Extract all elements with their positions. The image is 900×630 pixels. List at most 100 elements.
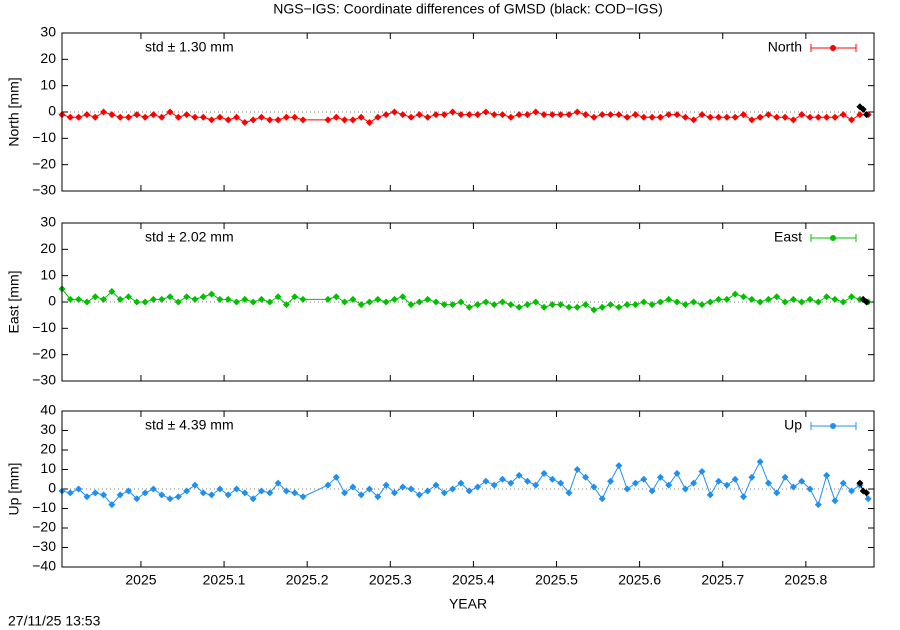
x-tick-label: 2025.1 (203, 572, 246, 588)
data-point (366, 119, 374, 127)
data-point (848, 116, 856, 124)
data-point (224, 491, 232, 499)
data-point (415, 491, 423, 499)
data-point (756, 298, 764, 306)
data-point (124, 487, 132, 495)
data-point (565, 303, 573, 311)
chart-title: NGS−IGS: Coordinate differences of GMSD … (273, 1, 663, 17)
data-point (407, 485, 415, 493)
data-point (449, 108, 457, 116)
data-point (814, 113, 822, 121)
data-point (856, 111, 864, 119)
data-point (449, 485, 457, 493)
data-point (573, 303, 581, 311)
data-point (573, 466, 581, 473)
data-point (199, 113, 207, 121)
data-point (640, 298, 648, 306)
y-tick-label: 20 (40, 240, 56, 256)
data-point (216, 295, 224, 303)
data-point (282, 113, 290, 121)
data-point (208, 116, 216, 124)
data-point (731, 290, 739, 298)
data-point (233, 298, 241, 306)
data-point (806, 295, 814, 303)
data-point (482, 108, 490, 116)
data-point (615, 111, 623, 119)
y-tick-label: −20 (32, 345, 56, 361)
data-point (216, 113, 224, 121)
data-point (590, 306, 598, 314)
data-point (698, 111, 706, 119)
data-point (582, 473, 590, 481)
data-point (149, 485, 157, 493)
data-point (673, 111, 681, 119)
data-point (548, 301, 556, 309)
data-point (274, 116, 282, 124)
data-point (681, 485, 689, 493)
data-point (715, 113, 723, 121)
data-point (740, 493, 748, 501)
data-point (349, 483, 357, 491)
data-point (75, 295, 83, 303)
y-tick-label: 0 (48, 293, 56, 309)
data-point (490, 111, 498, 119)
data-point (715, 477, 723, 485)
data-point (149, 295, 157, 303)
y-axis-label: North [mm] (6, 77, 22, 146)
data-point (623, 485, 631, 493)
data-point (249, 116, 257, 124)
data-point (764, 479, 772, 487)
data-point (656, 298, 664, 306)
data-point (149, 111, 157, 119)
data-point (100, 295, 108, 303)
data-point (623, 113, 631, 121)
data-point (158, 295, 166, 303)
data-point (349, 116, 357, 124)
data-point (748, 473, 756, 481)
data-point (789, 483, 797, 491)
data-point (656, 113, 664, 121)
data-point (523, 301, 531, 309)
data-point (731, 475, 739, 483)
data-point (598, 111, 606, 119)
data-point (474, 483, 482, 491)
data-point (823, 113, 831, 121)
y-tick-label: 10 (40, 460, 56, 476)
data-point (75, 113, 83, 121)
data-point (673, 469, 681, 477)
data-point (557, 111, 565, 119)
data-point (124, 113, 132, 121)
data-point (415, 111, 423, 119)
data-point (515, 471, 523, 479)
data-point (324, 116, 332, 124)
data-point (690, 479, 698, 487)
data-point (341, 298, 349, 306)
data-point (498, 298, 506, 306)
data-point (191, 481, 199, 489)
y-tick-label: −10 (32, 499, 56, 515)
data-point (124, 293, 132, 301)
data-point (582, 301, 590, 309)
data-point (582, 111, 590, 119)
data-point (257, 487, 265, 495)
data-point (357, 113, 365, 121)
data-point (183, 111, 191, 119)
data-point (374, 113, 382, 121)
data-point (648, 487, 656, 495)
data-point (690, 298, 698, 306)
data-point (740, 111, 748, 119)
data-point (823, 293, 831, 301)
data-point (274, 293, 282, 301)
data-point (839, 479, 847, 487)
data-point (523, 477, 531, 485)
data-point (382, 298, 390, 306)
data-point (216, 485, 224, 493)
data-point (440, 111, 448, 119)
data-point (299, 295, 307, 303)
plot-frame (61, 32, 875, 192)
data-point (332, 473, 340, 481)
data-point (723, 481, 731, 489)
y-axis-label: Up [mm] (6, 463, 22, 516)
data-point (806, 113, 814, 121)
data-point (723, 295, 731, 303)
